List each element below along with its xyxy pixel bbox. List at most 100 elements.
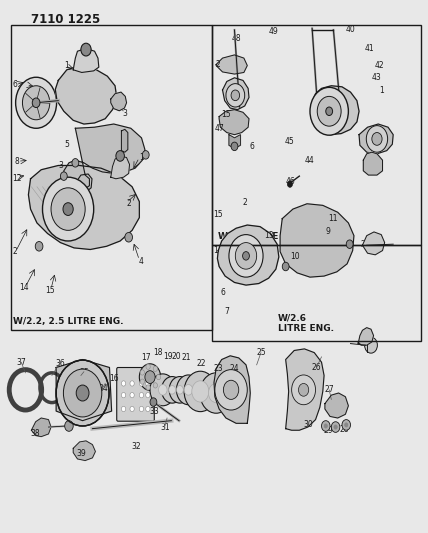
Text: 27: 27 <box>324 385 334 394</box>
Polygon shape <box>28 165 140 249</box>
Circle shape <box>184 384 193 395</box>
Text: 12: 12 <box>12 174 22 183</box>
Circle shape <box>158 384 167 395</box>
Polygon shape <box>56 360 112 421</box>
Circle shape <box>130 381 134 386</box>
Text: 13: 13 <box>264 231 273 240</box>
Bar <box>212 245 421 341</box>
Text: 9: 9 <box>326 228 331 237</box>
Text: 31: 31 <box>160 423 170 432</box>
Circle shape <box>81 43 91 56</box>
Circle shape <box>156 374 160 379</box>
Circle shape <box>223 380 239 399</box>
Circle shape <box>321 421 330 431</box>
Circle shape <box>345 423 348 427</box>
Circle shape <box>326 107 333 116</box>
Text: 2: 2 <box>126 199 131 208</box>
Circle shape <box>42 177 94 241</box>
Text: 1: 1 <box>139 153 144 162</box>
Circle shape <box>291 375 315 405</box>
Polygon shape <box>363 232 385 255</box>
Text: 4: 4 <box>139 257 144 265</box>
Text: 1: 1 <box>65 61 69 70</box>
Circle shape <box>216 374 246 411</box>
Circle shape <box>130 406 134 411</box>
Text: 30: 30 <box>303 421 313 430</box>
Text: 19: 19 <box>163 352 173 361</box>
Circle shape <box>116 151 125 161</box>
Circle shape <box>60 172 67 180</box>
Text: 42: 42 <box>374 61 384 70</box>
Circle shape <box>192 381 209 402</box>
Circle shape <box>122 392 126 398</box>
Text: 46: 46 <box>286 177 296 186</box>
Circle shape <box>287 181 292 187</box>
Circle shape <box>35 241 43 251</box>
Circle shape <box>146 381 150 386</box>
Circle shape <box>143 151 149 159</box>
Polygon shape <box>31 418 51 437</box>
Circle shape <box>65 421 73 431</box>
Text: 6: 6 <box>220 287 225 296</box>
Text: 28: 28 <box>339 425 349 434</box>
Text: 47: 47 <box>214 124 224 133</box>
Text: W/2.2, 2.5 LITRE ENG.: W/2.2, 2.5 LITRE ENG. <box>14 317 124 326</box>
Text: 2: 2 <box>215 60 220 69</box>
Polygon shape <box>229 135 241 149</box>
Text: 3: 3 <box>58 161 63 170</box>
Text: 7110 1225: 7110 1225 <box>30 13 100 26</box>
Text: 7: 7 <box>224 307 229 316</box>
Text: 25: 25 <box>361 240 370 249</box>
Circle shape <box>146 392 150 398</box>
Text: W/2.6: W/2.6 <box>278 313 307 322</box>
Circle shape <box>208 383 224 402</box>
Text: 10: 10 <box>290 253 300 261</box>
Circle shape <box>226 84 245 107</box>
Polygon shape <box>55 66 117 124</box>
Polygon shape <box>73 49 99 72</box>
Circle shape <box>366 126 388 152</box>
Text: 22: 22 <box>196 359 206 368</box>
Text: 43: 43 <box>371 73 381 82</box>
Text: 44: 44 <box>305 156 315 165</box>
Circle shape <box>140 381 144 386</box>
Text: 6: 6 <box>13 80 18 89</box>
Polygon shape <box>325 393 348 418</box>
Circle shape <box>176 385 183 394</box>
Circle shape <box>140 364 160 390</box>
Text: 21: 21 <box>181 353 191 362</box>
Circle shape <box>51 188 85 230</box>
Polygon shape <box>280 204 354 277</box>
Circle shape <box>76 385 89 401</box>
Circle shape <box>140 370 145 375</box>
Circle shape <box>145 370 155 383</box>
Text: 29: 29 <box>324 426 333 435</box>
Text: 37: 37 <box>16 358 26 367</box>
Polygon shape <box>111 92 127 111</box>
Text: 36: 36 <box>56 359 65 368</box>
Text: 32: 32 <box>131 442 141 451</box>
Circle shape <box>140 392 144 398</box>
Polygon shape <box>359 124 393 154</box>
Polygon shape <box>217 225 279 285</box>
Circle shape <box>184 371 217 411</box>
Text: 25: 25 <box>256 348 266 357</box>
Polygon shape <box>363 152 383 175</box>
Text: 13: 13 <box>62 199 71 208</box>
Circle shape <box>324 424 327 428</box>
Circle shape <box>122 381 126 386</box>
Polygon shape <box>73 441 95 461</box>
Circle shape <box>56 360 109 426</box>
Circle shape <box>310 87 348 135</box>
Text: 24: 24 <box>230 364 239 373</box>
Text: 40: 40 <box>346 26 355 35</box>
Text: 49: 49 <box>269 27 279 36</box>
Circle shape <box>235 243 257 269</box>
Polygon shape <box>64 124 145 193</box>
Circle shape <box>32 98 40 108</box>
Circle shape <box>153 366 158 372</box>
Polygon shape <box>216 55 247 74</box>
Circle shape <box>146 364 150 369</box>
Circle shape <box>150 398 157 406</box>
Circle shape <box>63 369 102 417</box>
